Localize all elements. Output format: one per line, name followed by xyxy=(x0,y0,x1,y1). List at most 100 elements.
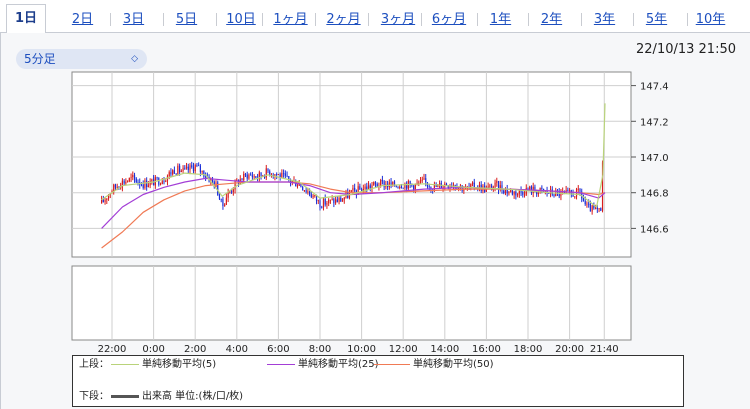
candle-body xyxy=(418,182,420,184)
candle-body xyxy=(123,180,125,184)
candle-body xyxy=(177,165,179,175)
candle-body xyxy=(265,168,267,178)
candle-body xyxy=(246,174,248,179)
tab-4[interactable]: 10日 xyxy=(226,12,256,27)
tab-6[interactable]: 2ヶ月 xyxy=(326,12,361,27)
candle-body xyxy=(231,191,233,193)
candle-body xyxy=(600,208,602,211)
candle-body xyxy=(595,207,597,209)
candle-body xyxy=(513,191,515,195)
sma5-line xyxy=(101,103,606,208)
candle-body xyxy=(289,179,292,183)
tab-5[interactable]: 1ヶ月 xyxy=(273,12,308,27)
candle-body xyxy=(260,172,262,176)
candle-body xyxy=(194,165,196,172)
candle-body xyxy=(135,178,137,183)
candle-body xyxy=(302,187,304,191)
tab-10[interactable]: 2年 xyxy=(540,12,563,27)
sma25-swatch xyxy=(267,363,295,365)
candle-body xyxy=(225,197,227,205)
candle-body xyxy=(333,199,335,204)
candle-body xyxy=(144,180,146,188)
candle-body xyxy=(586,203,588,205)
candle-body xyxy=(224,204,226,207)
candle-body xyxy=(211,178,214,182)
legend-sma50-label: 単純移動平均(50) xyxy=(413,359,494,370)
x-tick-label: 22:00 xyxy=(98,344,127,355)
candle-body xyxy=(250,174,252,176)
tab-1[interactable]: 2日 xyxy=(71,12,94,27)
candle-body xyxy=(485,187,487,192)
candle-body xyxy=(364,186,366,190)
candle-body xyxy=(179,165,181,172)
candle-body xyxy=(140,184,143,186)
tab-11[interactable]: 3年 xyxy=(593,12,616,27)
candle-body xyxy=(234,180,236,190)
tab-8[interactable]: 6ヶ月 xyxy=(431,12,467,27)
x-tick-label: 20:00 xyxy=(555,344,584,355)
candle-body xyxy=(574,196,576,198)
tab-9[interactable]: 1年 xyxy=(489,12,512,27)
candle-body xyxy=(149,181,151,186)
candle-body xyxy=(572,193,574,197)
legend-sma5: 単純移動平均(5) xyxy=(111,358,216,372)
candle-body xyxy=(433,185,435,191)
candle-body xyxy=(102,199,104,202)
candle-body xyxy=(504,189,507,194)
candle-body xyxy=(165,181,167,182)
candle-body xyxy=(121,180,123,188)
candle-body xyxy=(326,203,328,205)
interval-select[interactable]: 5分足 ◇ xyxy=(16,49,147,69)
candle-body xyxy=(288,176,290,180)
candle-body xyxy=(584,200,586,205)
candle-body xyxy=(156,177,158,179)
candle-body xyxy=(243,173,245,181)
candle-body xyxy=(113,184,115,191)
candle-body xyxy=(537,191,539,195)
candle-body xyxy=(463,189,465,191)
candle-body xyxy=(189,165,191,170)
candle-body xyxy=(494,182,496,188)
candle-body xyxy=(523,194,526,196)
candle-body xyxy=(114,184,117,188)
tab-12[interactable]: 5年 xyxy=(645,12,668,27)
tab-separator xyxy=(633,13,634,26)
x-tick-label: 12:00 xyxy=(389,344,418,355)
tab-0[interactable]: 1日 xyxy=(6,4,46,34)
candle-body xyxy=(340,197,342,202)
tab-13[interactable]: 10年 xyxy=(695,12,726,27)
candle-body xyxy=(328,199,330,204)
legend-sma25: 単純移動平均(25) xyxy=(267,358,379,372)
candle-body xyxy=(286,175,288,177)
tab-3[interactable]: 5日 xyxy=(175,12,198,27)
candle-body xyxy=(569,190,571,192)
candle-body xyxy=(425,178,427,183)
candle-body xyxy=(508,191,510,194)
tab-2[interactable]: 3日 xyxy=(122,12,145,27)
volume-plot-area xyxy=(71,265,632,341)
candle-body xyxy=(402,188,404,189)
candle-body xyxy=(383,181,385,188)
candle-body xyxy=(267,168,269,172)
candle-body xyxy=(546,190,548,193)
y-tick-label: 147.4 xyxy=(640,82,669,93)
candle-body xyxy=(447,185,449,188)
candle-body xyxy=(581,191,583,199)
candle-body xyxy=(227,192,229,198)
candle-body xyxy=(120,187,122,189)
candle-body xyxy=(380,180,382,187)
tab-7[interactable]: 3ヶ月 xyxy=(380,12,416,27)
tab-separator xyxy=(163,13,164,26)
x-tick-label: 14:00 xyxy=(430,344,459,355)
candle-body xyxy=(130,177,132,178)
candle-body xyxy=(192,166,195,172)
candle-body xyxy=(529,186,531,190)
candle-body xyxy=(315,195,318,202)
tab-separator xyxy=(216,13,217,26)
candle-body xyxy=(203,170,205,177)
candle-body xyxy=(536,191,538,195)
candle-body xyxy=(205,176,207,178)
candle-body xyxy=(331,199,333,200)
period-tab-bar: 1日 2日 3日 5日 10日 1ヶ月 2ヶ月 3ヶ月 6ヶ月 1年 2年 3年 5年 10年 xyxy=(0,0,750,34)
candle-body xyxy=(343,197,345,200)
